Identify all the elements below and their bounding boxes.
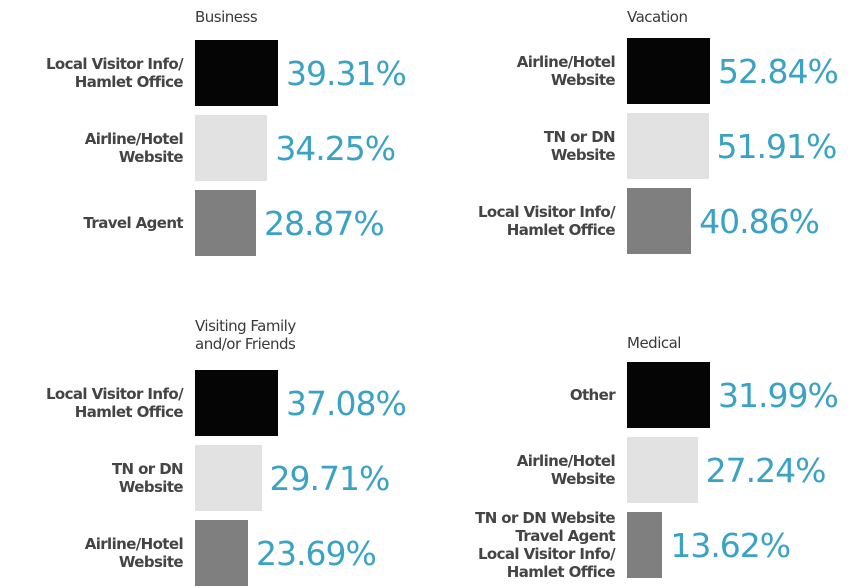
panel-title: Medical [627, 334, 681, 352]
value-label: 34.25% [275, 128, 396, 168]
panel-title: Business [195, 8, 258, 26]
category-label: Local Visitor Info/ Hamlet Office [45, 385, 184, 421]
bar [627, 362, 710, 428]
value-label: 23.69% [256, 533, 377, 573]
bar [627, 113, 709, 179]
bar [627, 188, 692, 254]
bar [195, 115, 268, 181]
bar [195, 190, 256, 256]
value-label: 51.91% [716, 126, 838, 166]
value-label: 37.08% [286, 383, 407, 423]
bar [195, 445, 262, 511]
category-label: Airline/Hotel Website [516, 452, 616, 488]
bar [627, 512, 663, 578]
bar [627, 38, 710, 104]
value-label: 40.86% [699, 201, 820, 241]
category-label: Airline/Hotel Website [84, 130, 184, 166]
category-label: Other [569, 386, 616, 404]
value-label: 52.84% [718, 51, 839, 91]
bar [195, 370, 278, 436]
bar [195, 520, 249, 586]
category-label: Travel Agent [83, 214, 183, 232]
category-label: TN or DN Website [543, 128, 616, 164]
value-label: 31.99% [718, 375, 839, 415]
value-label: 28.87% [263, 203, 385, 243]
category-label: Airline/Hotel Website [516, 53, 616, 89]
panel-title: Vacation [627, 8, 688, 26]
category-label: TN or DN Website Travel Agent Local Visi… [475, 509, 616, 581]
category-label: Local Visitor Info/ Hamlet Office [45, 55, 184, 91]
bar [195, 40, 278, 106]
category-label: TN or DN Website [111, 460, 184, 496]
bar [627, 437, 698, 503]
panel-title: Visiting Family and/or Friends [195, 317, 296, 353]
value-label: 29.71% [269, 458, 391, 498]
value-label: 39.31% [286, 53, 407, 93]
value-label: 13.62% [670, 525, 791, 565]
category-label: Local Visitor Info/ Hamlet Office [477, 203, 616, 239]
value-label: 27.24% [705, 450, 827, 490]
category-label: Airline/Hotel Website [84, 535, 184, 571]
